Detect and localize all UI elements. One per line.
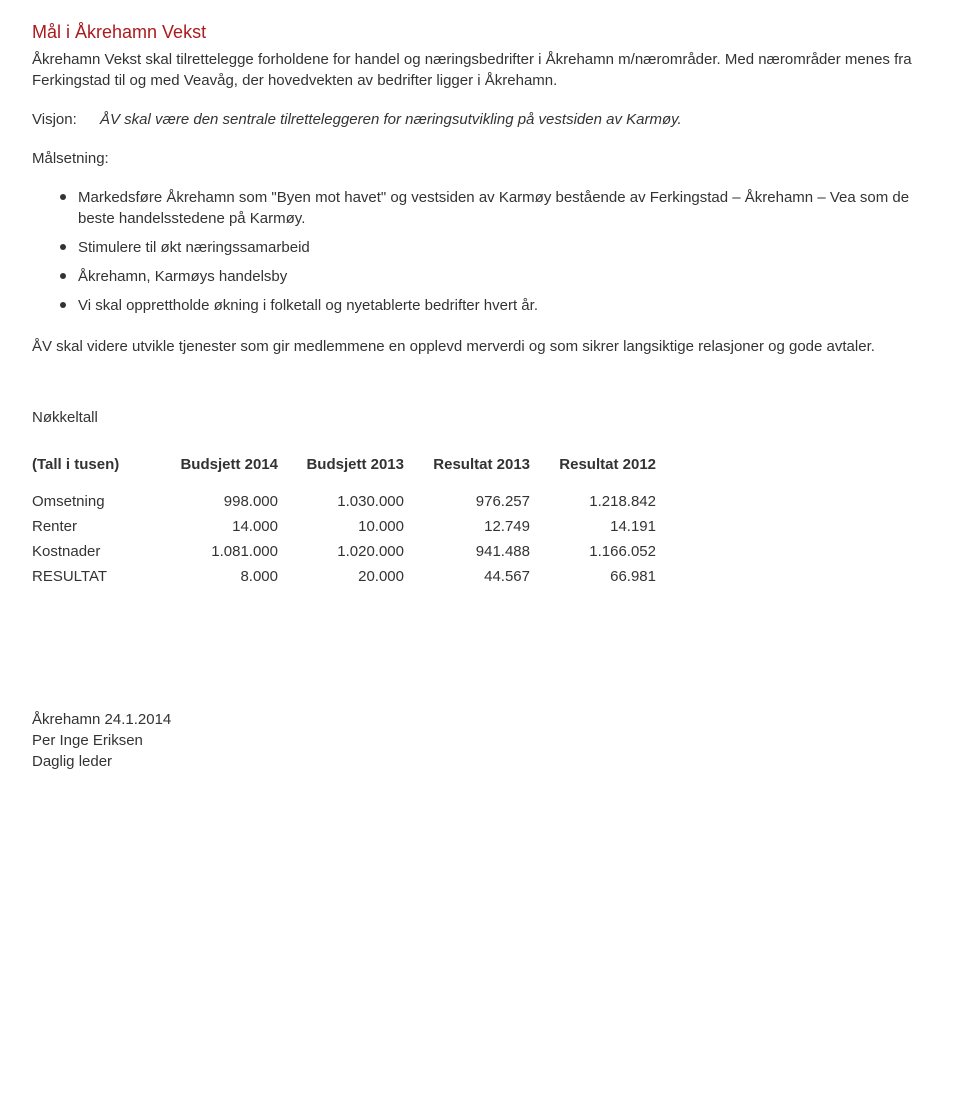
intro-paragraph: Åkrehamn Vekst skal tilrettelegge forhol… [32,49,928,91]
nokkeltall-heading: Nøkkeltall [32,407,928,428]
table-cell: Renter [32,514,168,539]
list-item: Åkrehamn, Karmøys handelsby [60,266,928,287]
table-row: Renter 14.000 10.000 12.749 14.191 [32,514,672,539]
table-cell: 976.257 [420,489,546,514]
table-header-cell: Budsjett 2014 [168,452,294,489]
table-cell: 1.030.000 [294,489,420,514]
table-header-cell: Resultat 2013 [420,452,546,489]
list-item: Markedsføre Åkrehamn som "Byen mot havet… [60,187,928,229]
table-cell: 1.020.000 [294,539,420,564]
table-header-cell: (Tall i tusen) [32,452,168,489]
table-cell: 998.000 [168,489,294,514]
list-item: Vi skal opprettholde økning i folketall … [60,295,928,316]
table-header-row: (Tall i tusen) Budsjett 2014 Budsjett 20… [32,452,672,489]
maalsetning-list: Markedsføre Åkrehamn som "Byen mot havet… [32,187,928,316]
table-cell: 10.000 [294,514,420,539]
signoff-place-date: Åkrehamn 24.1.2014 [32,709,928,730]
table-cell: 14.191 [546,514,672,539]
table-cell: 14.000 [168,514,294,539]
table-cell: 8.000 [168,564,294,589]
table-cell: RESULTAT [32,564,168,589]
table-cell: 66.981 [546,564,672,589]
table-cell: 1.218.842 [546,489,672,514]
table-header-cell: Budsjett 2013 [294,452,420,489]
maalsetning-label: Målsetning: [32,148,928,169]
nokkeltall-table: (Tall i tusen) Budsjett 2014 Budsjett 20… [32,452,672,589]
closing-paragraph: ÅV skal videre utvikle tjenester som gir… [32,336,928,357]
table-cell: Kostnader [32,539,168,564]
table-cell: 12.749 [420,514,546,539]
table-cell: 20.000 [294,564,420,589]
table-row: RESULTAT 8.000 20.000 44.567 66.981 [32,564,672,589]
table-cell: Omsetning [32,489,168,514]
visjon-label: Visjon: [32,109,100,130]
table-cell: 1.166.052 [546,539,672,564]
list-item: Stimulere til økt næringssamarbeid [60,237,928,258]
signoff-name: Per Inge Eriksen [32,730,928,751]
table-cell: 44.567 [420,564,546,589]
page-title: Mål i Åkrehamn Vekst [32,20,928,45]
table-row: Kostnader 1.081.000 1.020.000 941.488 1.… [32,539,672,564]
table-cell: 1.081.000 [168,539,294,564]
signoff-title: Daglig leder [32,751,928,772]
signoff-block: Åkrehamn 24.1.2014 Per Inge Eriksen Dagl… [32,709,928,772]
table-header-cell: Resultat 2012 [546,452,672,489]
visjon-text: ÅV skal være den sentrale tilrettelegger… [100,109,682,130]
table-cell: 941.488 [420,539,546,564]
visjon-block: Visjon: ÅV skal være den sentrale tilret… [32,109,928,130]
table-row: Omsetning 998.000 1.030.000 976.257 1.21… [32,489,672,514]
